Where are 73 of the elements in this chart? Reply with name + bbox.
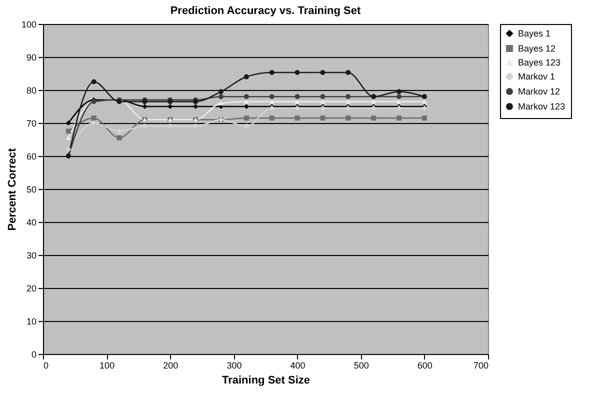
y-tick-label: 40 (26, 218, 36, 228)
point (320, 116, 326, 121)
x-tick-label: 400 (290, 360, 306, 370)
x-axis-title: Training Set Size (222, 374, 310, 386)
point (244, 94, 249, 100)
y-tick-label: 30 (26, 250, 36, 260)
point (320, 94, 326, 100)
point (168, 104, 173, 109)
point (244, 124, 249, 129)
x-tick-label: 600 (417, 360, 432, 370)
legend-label: Bayes 12 (518, 44, 556, 54)
point (294, 94, 300, 100)
chart-title: Prediction Accuracy vs. Training Set (170, 5, 361, 17)
x-tick-label: 300 (226, 360, 242, 370)
y-tick-label: 0 (31, 350, 36, 360)
y-tick-label: 20 (26, 284, 36, 294)
point (269, 116, 274, 121)
point (116, 135, 122, 140)
y-axis-title: Percent Correct (6, 148, 18, 231)
point (218, 94, 224, 100)
point (294, 116, 300, 121)
point (244, 99, 249, 104)
point (396, 116, 402, 121)
point (66, 146, 71, 152)
point (422, 116, 427, 121)
point (294, 70, 300, 76)
point (371, 99, 376, 104)
point (244, 74, 249, 80)
legend-label: Markov 1 (518, 72, 556, 82)
point (142, 104, 148, 109)
point (422, 99, 427, 104)
point (168, 124, 173, 129)
point (396, 89, 402, 94)
point (66, 128, 71, 134)
x-tick-label: 100 (100, 360, 115, 370)
point (66, 136, 71, 140)
point (269, 70, 274, 76)
point (346, 116, 351, 121)
point (294, 99, 300, 104)
point (346, 70, 351, 76)
point (91, 79, 96, 84)
point (91, 120, 96, 126)
point (91, 116, 96, 121)
point (269, 94, 274, 100)
y-tick-label: 100 (21, 20, 36, 30)
point (244, 116, 249, 121)
point (116, 128, 122, 134)
point (396, 94, 402, 100)
point (320, 70, 326, 76)
point (371, 116, 376, 121)
y-tick-label: 50 (26, 184, 36, 194)
x-tick-label: 500 (354, 360, 369, 370)
point (218, 101, 224, 106)
x-tick-label: 700 (473, 360, 488, 370)
point (346, 99, 351, 104)
y-tick-label: 90 (26, 52, 36, 62)
y-tick-label: 70 (26, 118, 36, 128)
x-tick-label: 200 (163, 360, 178, 370)
point (346, 94, 351, 100)
point (320, 99, 326, 104)
legend-label: Markov 123 (518, 102, 566, 112)
x-tick-label: 0 (44, 360, 49, 370)
point (269, 99, 274, 104)
point (66, 120, 71, 126)
point (193, 124, 198, 129)
y-tick-label: 80 (26, 86, 36, 96)
legend-label: Markov 12 (518, 86, 560, 96)
point (142, 124, 148, 129)
legend-label: Bayes 123 (518, 58, 561, 68)
y-tick-label: 60 (26, 152, 36, 162)
legend-label: Bayes 1 (518, 28, 551, 38)
point (218, 89, 224, 94)
y-tick-label: 10 (26, 316, 36, 326)
